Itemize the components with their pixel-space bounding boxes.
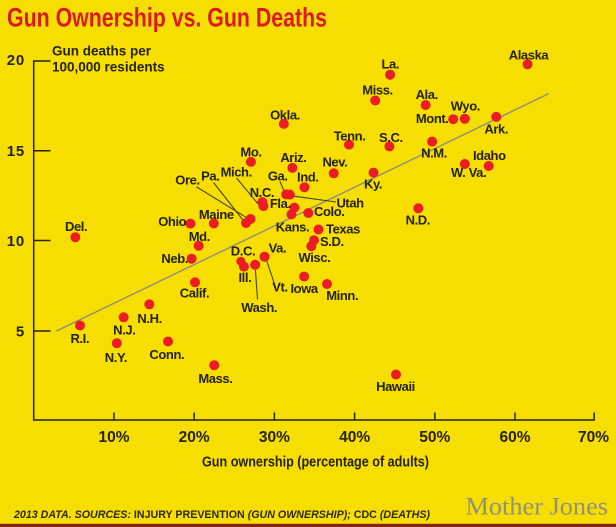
svg-text:Conn.: Conn. — [149, 347, 184, 362]
svg-text:Calif.: Calif. — [180, 286, 209, 301]
svg-text:Pa.: Pa. — [201, 168, 219, 183]
svg-text:60%: 60% — [499, 429, 530, 446]
svg-text:Maine: Maine — [199, 207, 234, 222]
svg-text:Ariz.: Ariz. — [280, 150, 306, 165]
svg-text:S.C.: S.C. — [379, 130, 403, 145]
svg-text:N.H.: N.H. — [137, 311, 161, 326]
svg-text:Neb.: Neb. — [161, 251, 188, 266]
svg-text:Iowa: Iowa — [290, 281, 318, 296]
svg-text:5: 5 — [16, 324, 25, 341]
svg-text:10%: 10% — [98, 429, 129, 446]
svg-text:Ky.: Ky. — [364, 176, 382, 191]
svg-text:Md.: Md. — [189, 229, 210, 244]
svg-text:N.J.: N.J. — [113, 323, 135, 338]
svg-text:Colo.: Colo. — [314, 204, 345, 219]
svg-text:Ind.: Ind. — [297, 169, 319, 184]
svg-text:Ark.: Ark. — [484, 121, 508, 136]
svg-text:Ill.: Ill. — [238, 270, 251, 285]
svg-text:Kans.: Kans. — [276, 219, 309, 234]
svg-text:Tenn.: Tenn. — [334, 129, 366, 144]
svg-text:S.D.: S.D. — [320, 234, 344, 249]
svg-text:N.Y.: N.Y. — [105, 350, 127, 365]
svg-text:N.C.: N.C. — [250, 185, 274, 200]
svg-text:Gun ownership (percentage of a: Gun ownership (percentage of adults) — [202, 455, 429, 471]
svg-text:70%: 70% — [578, 429, 609, 446]
svg-text:Gun Ownership vs. Gun Deaths: Gun Ownership vs. Gun Deaths — [7, 2, 327, 32]
svg-text:Va.: Va. — [269, 240, 287, 255]
svg-text:Minn.: Minn. — [326, 288, 358, 303]
svg-text:Mother Jones: Mother Jones — [466, 491, 609, 520]
svg-text:Texas: Texas — [326, 222, 360, 237]
svg-text:Mass.: Mass. — [198, 371, 232, 386]
svg-text:N.M.: N.M. — [421, 145, 447, 160]
svg-text:Mont.: Mont. — [416, 111, 449, 126]
svg-text:Wash.: Wash. — [241, 300, 277, 315]
svg-text:Hawaii: Hawaii — [376, 379, 415, 394]
svg-text:D.C.: D.C. — [231, 243, 255, 258]
svg-text:20%: 20% — [179, 429, 210, 446]
svg-text:2013 DATA. SOURCES: INJURY PRE: 2013 DATA. SOURCES: INJURY PREVENTION (G… — [13, 509, 430, 521]
svg-text:Fla.: Fla. — [270, 196, 291, 211]
svg-text:30%: 30% — [259, 429, 290, 446]
svg-text:20: 20 — [7, 52, 25, 69]
svg-text:Alaska: Alaska — [509, 48, 550, 63]
svg-text:Gun deaths per: Gun deaths per — [52, 44, 152, 59]
svg-text:W. Va.: W. Va. — [451, 165, 486, 180]
svg-text:Utah: Utah — [336, 196, 364, 211]
svg-text:Nev.: Nev. — [322, 155, 347, 170]
svg-text:Mo.: Mo. — [240, 145, 261, 160]
svg-text:Vt.: Vt. — [272, 280, 287, 295]
svg-text:10: 10 — [7, 233, 25, 250]
svg-text:Idaho: Idaho — [473, 148, 506, 163]
svg-text:15: 15 — [7, 143, 25, 160]
svg-text:N.D.: N.D. — [406, 213, 430, 228]
svg-text:La.: La. — [382, 57, 400, 72]
svg-text:Ohio: Ohio — [158, 214, 186, 229]
svg-text:Okla.: Okla. — [270, 108, 300, 123]
svg-text:Ga.: Ga. — [268, 168, 288, 183]
svg-text:100,000 residents: 100,000 residents — [52, 60, 165, 75]
svg-text:Miss.: Miss. — [362, 83, 393, 98]
svg-text:Del.: Del. — [65, 219, 87, 234]
svg-text:40%: 40% — [339, 429, 370, 446]
svg-text:50%: 50% — [419, 429, 450, 446]
svg-text:Mich.: Mich. — [221, 165, 252, 180]
svg-text:Wyo.: Wyo. — [451, 99, 480, 114]
svg-text:Ore.: Ore. — [175, 172, 199, 187]
svg-text:Ala.: Ala. — [416, 87, 438, 102]
svg-text:R.I.: R.I. — [70, 331, 89, 346]
svg-text:Wisc.: Wisc. — [298, 250, 330, 265]
